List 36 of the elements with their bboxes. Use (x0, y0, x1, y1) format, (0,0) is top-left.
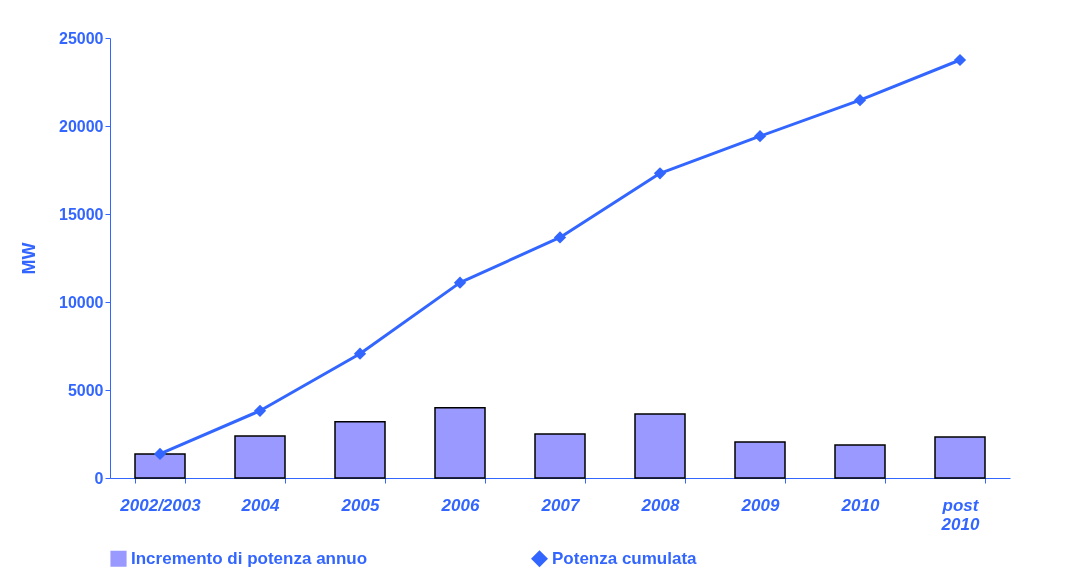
point (653, 167, 667, 180)
y-tick-label: 5000 (67, 381, 104, 399)
y-axis-title: MW (19, 242, 40, 275)
bar (434, 407, 486, 479)
x-tick-label: 2007 (540, 495, 581, 515)
y-tick-label: 20000 (59, 117, 104, 135)
legend-label: Incremento di potenza annuo (131, 548, 368, 568)
y-tick-label: 15000 (59, 205, 104, 223)
x-tick-label: post 2010 (940, 495, 980, 534)
x-tick-label: 2010 (840, 495, 880, 515)
bar (234, 435, 286, 479)
x-tick-label: 2004 (240, 495, 280, 515)
bar (734, 441, 786, 479)
x-tick-label: 2002/2003 (119, 495, 202, 515)
point (553, 231, 567, 244)
point (953, 53, 967, 67)
x-tick-label: 2008 (640, 495, 680, 515)
bar (834, 444, 886, 479)
x-tick-label: 2005 (340, 495, 380, 515)
bar (534, 433, 586, 479)
point (153, 447, 167, 461)
point (353, 347, 367, 360)
bar (634, 413, 686, 479)
bar (134, 453, 186, 479)
bar (334, 421, 386, 479)
legend-label: Potenza cumulata (552, 548, 698, 568)
y-tick-label: 0 (94, 469, 104, 487)
point (853, 94, 867, 107)
x-tick-label: 2006 (440, 495, 480, 515)
y-tick-label: 10000 (59, 293, 104, 311)
point (253, 404, 267, 417)
point (453, 276, 467, 289)
point (753, 130, 767, 143)
bar (934, 436, 986, 479)
y-tick-label: 25000 (59, 29, 104, 47)
x-tick-label: 2009 (740, 495, 780, 515)
